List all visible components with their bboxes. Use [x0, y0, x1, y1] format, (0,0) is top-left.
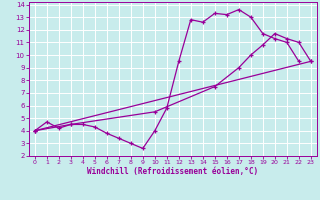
X-axis label: Windchill (Refroidissement éolien,°C): Windchill (Refroidissement éolien,°C) — [87, 167, 258, 176]
